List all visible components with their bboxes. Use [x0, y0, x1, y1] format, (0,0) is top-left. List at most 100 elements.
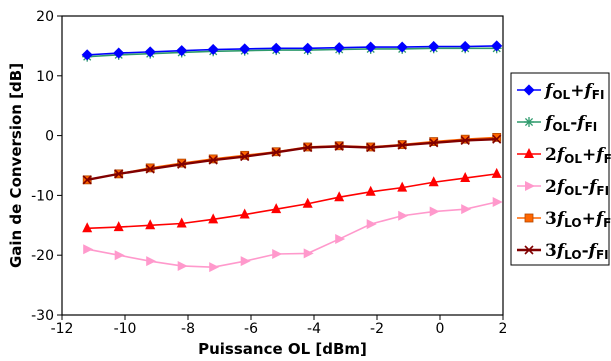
data-point [114, 169, 124, 179]
series-line [87, 201, 497, 268]
x-tick-label: -2 [370, 321, 384, 337]
data-point [366, 142, 376, 153]
legend-label: fOL+fFI [544, 81, 604, 102]
data-point [144, 46, 156, 58]
y-axis-label: Gain de Conversion [dB] [7, 63, 25, 268]
legend-label: 2fOL+fFI [545, 145, 611, 166]
y-tick-label: -20 [31, 248, 54, 264]
data-point [303, 142, 313, 153]
data-point [83, 244, 94, 255]
data-point [82, 175, 92, 185]
data-point [177, 159, 187, 169]
series-line [87, 173, 497, 230]
data-point [335, 234, 346, 245]
data-point [492, 132, 502, 142]
series-6 [82, 134, 502, 185]
data-point [270, 42, 282, 54]
legend-item: 2fOL-fFI [517, 177, 609, 198]
data-point [113, 47, 125, 59]
legend-marker [524, 117, 534, 127]
x-tick-label: -8 [181, 321, 195, 337]
data-point [398, 210, 409, 221]
data-point [208, 213, 219, 224]
legend-box [510, 72, 610, 266]
data-point [176, 45, 188, 57]
data-point [146, 256, 157, 267]
data-point [208, 155, 218, 165]
data-point [271, 203, 282, 214]
data-point [491, 40, 503, 52]
x-tick-labels: -12 -10 -8 -6 -4 -2 0 2 [51, 321, 508, 337]
data-point [176, 217, 187, 228]
x-tick-label: -10 [114, 321, 137, 337]
data-point [177, 260, 188, 271]
data-point [460, 135, 470, 145]
y-tick-label: 20 [36, 9, 54, 25]
data-point [459, 40, 471, 53]
data-point [365, 185, 376, 196]
legend-marker [524, 213, 534, 223]
data-point [460, 172, 471, 183]
x-tick-label: -6 [244, 321, 258, 337]
legend-item: fOL-fFI [517, 113, 597, 134]
legend: fOL+fFI fOL-fFI 2fOL+fFI 2fOL-fFI 3fLO+fFI 3f… [510, 72, 611, 266]
x-tick-label: -4 [307, 321, 321, 337]
data-point [429, 138, 439, 148]
legend-label: 3fLO-fFI [545, 241, 609, 262]
legend-marker [524, 245, 534, 255]
series-line [86, 137, 497, 182]
x-axis-label: Puissance OL [dBm] [198, 340, 367, 358]
data-point [302, 197, 313, 208]
data-point [145, 164, 155, 174]
data-point [145, 219, 156, 230]
series-5 [82, 132, 502, 185]
data-point [209, 262, 220, 273]
legend-marker [525, 181, 535, 191]
data-point [492, 134, 502, 144]
data-point [272, 249, 283, 260]
data-point [397, 181, 408, 192]
data-point [271, 147, 281, 157]
data-point [113, 221, 124, 232]
data-point [239, 43, 251, 55]
plot-frame [61, 15, 504, 316]
data-point [396, 41, 408, 53]
data-point [365, 41, 377, 53]
axes [57, 15, 504, 320]
data-point [334, 141, 344, 151]
series-1 [81, 40, 503, 61]
data-point [114, 250, 125, 261]
y-tick-label: -10 [31, 188, 54, 204]
y-tick-labels: -30 -20 -10 0 10 20 [31, 9, 54, 324]
series-4 [83, 196, 503, 273]
series-3 [82, 167, 502, 233]
data-point [491, 167, 502, 178]
legend-item: 3fLO-fFI [517, 241, 609, 262]
data-point [81, 49, 93, 61]
data-point [428, 176, 439, 187]
data-point [302, 42, 314, 54]
legend-label: 3fLO+fFI [545, 209, 611, 230]
legend-marker [524, 148, 534, 158]
data-point [240, 256, 251, 267]
data-point [461, 204, 472, 215]
y-tick-label: 10 [36, 69, 54, 85]
data-point [428, 40, 440, 53]
data-point [239, 208, 250, 219]
data-point [334, 191, 345, 202]
data-point [429, 206, 440, 217]
legend-item: 3fLO+fFI [517, 209, 611, 230]
legend-item: fOL+fFI [517, 81, 604, 102]
y-tick-label: -30 [31, 308, 54, 324]
x-tick-label: 0 [436, 321, 445, 337]
data-point [397, 140, 407, 150]
data-point [82, 222, 93, 233]
data-point [240, 151, 250, 162]
legend-marker [523, 84, 535, 96]
x-tick-label: 2 [499, 321, 508, 337]
y-tick-label: 0 [45, 129, 54, 145]
data-point [366, 219, 377, 230]
series-line [87, 47, 497, 58]
legend-label: fOL-fFI [544, 113, 597, 134]
